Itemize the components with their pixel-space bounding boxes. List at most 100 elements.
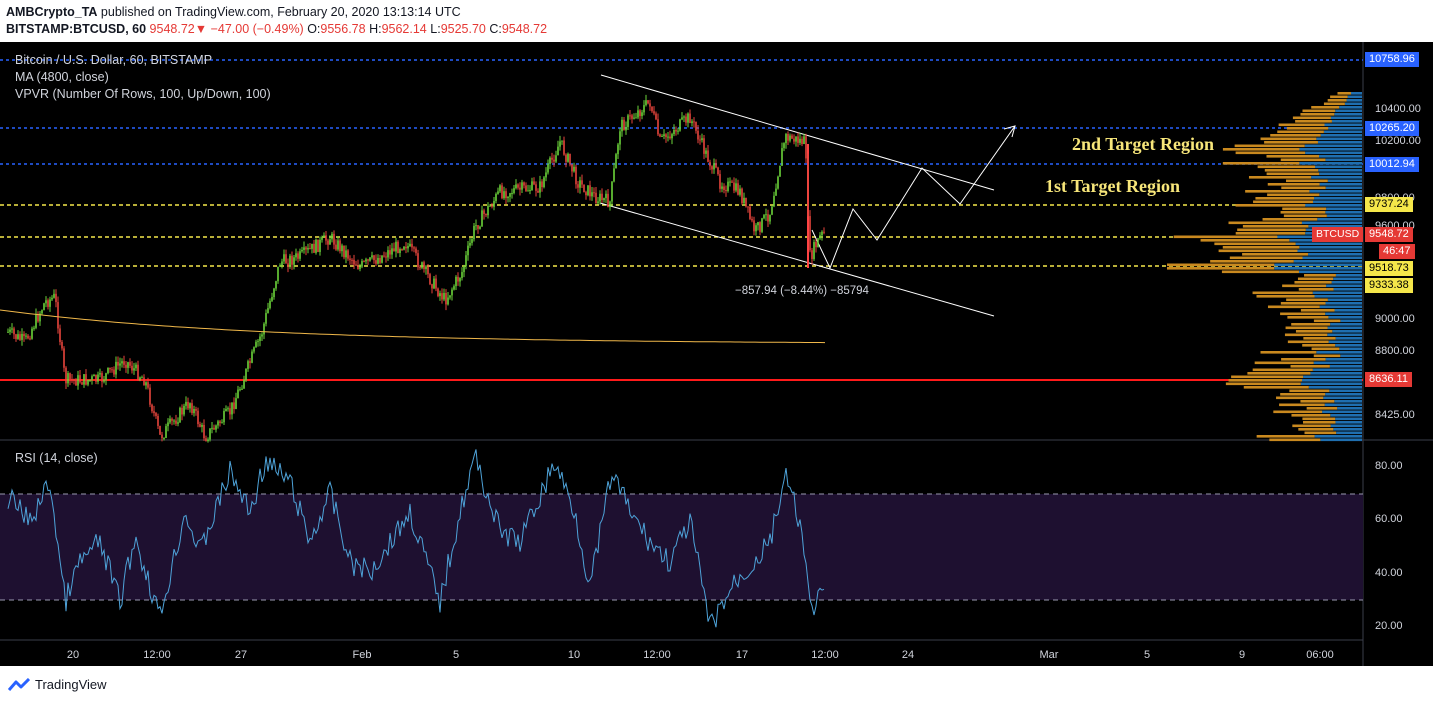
volume-bar-down: [1302, 417, 1336, 421]
candle-body: [675, 129, 677, 132]
candle-body: [623, 119, 625, 131]
price-label-10758: 10758.96: [1365, 52, 1419, 67]
volume-bar-down: [1264, 169, 1319, 172]
candle-body: [39, 313, 41, 322]
candle-body: [73, 379, 75, 381]
target-region-1-label[interactable]: 1st Target Region: [1045, 176, 1180, 196]
candle-body: [9, 329, 11, 332]
volume-bar-down: [1218, 249, 1298, 253]
time-tick: 12:00: [811, 649, 839, 661]
candle-body: [295, 253, 297, 258]
volume-bar-up: [1314, 295, 1362, 298]
volume-bar-down: [1286, 298, 1328, 302]
volume-bar-down: [1222, 246, 1300, 249]
candle-body: [591, 192, 593, 197]
chart-title[interactable]: Bitcoin / U.S. Dollar, 60, BITSTAMP: [15, 53, 213, 67]
candle-body: [305, 247, 307, 250]
last-price: 9548.72: [149, 22, 195, 36]
candle-body: [365, 259, 367, 262]
volume-bar-up: [1325, 393, 1362, 396]
candle-body: [265, 313, 267, 324]
volume-bar-up: [1339, 347, 1362, 351]
volume-bar-down: [1266, 155, 1320, 158]
candle-body: [105, 373, 107, 380]
volume-bar-up: [1274, 267, 1362, 270]
candle-body: [129, 362, 131, 366]
volume-bar-up: [1312, 291, 1362, 295]
candle-body: [151, 404, 153, 412]
candle-body: [793, 138, 795, 142]
volume-bar-up: [1330, 116, 1362, 120]
volume-bar-up: [1344, 102, 1362, 106]
candle-body: [677, 130, 679, 132]
candle-body: [25, 335, 27, 337]
volume-bar-down: [1291, 414, 1331, 417]
candle-body: [339, 240, 341, 252]
volume-bar-down: [1235, 232, 1306, 235]
volume-bar-up: [1334, 113, 1362, 116]
channel-upper-line[interactable]: [600, 74, 995, 191]
volume-bar-up: [1317, 141, 1362, 144]
price-tick: 10400.00: [1375, 103, 1421, 115]
projection-path[interactable]: [811, 125, 1016, 270]
publisher-name[interactable]: AMBCrypto_TA: [6, 5, 98, 19]
volume-bar-down: [1257, 165, 1316, 169]
volume-bar-up: [1323, 130, 1362, 134]
candle-body: [293, 257, 295, 265]
candle-body: [297, 253, 299, 259]
candle-body: [651, 106, 653, 112]
volume-bar-down: [1281, 358, 1326, 361]
candle-body: [395, 241, 397, 252]
candle-body: [529, 190, 531, 192]
candle-body: [593, 192, 595, 194]
volume-bar-down: [1303, 337, 1336, 340]
channel-lower-line[interactable]: [599, 202, 995, 317]
candle-body: [157, 415, 159, 426]
candle-body: [679, 119, 681, 131]
candle-body: [83, 374, 85, 385]
tradingview-brand-label: TradingView: [35, 677, 107, 692]
target-region-2-label[interactable]: 2nd Target Region: [1072, 134, 1215, 154]
volume-bar-down: [1304, 431, 1337, 435]
rsi-indicator-label[interactable]: RSI (14, close): [15, 451, 98, 465]
time-tick: 06:00: [1306, 649, 1334, 661]
candle-body: [227, 408, 229, 410]
candle-body: [647, 100, 649, 104]
candle-body: [137, 364, 139, 380]
volume-bar-up: [1347, 95, 1362, 99]
volume-bar-up: [1308, 386, 1362, 389]
candle-body: [531, 181, 533, 191]
volume-bar-up: [1335, 421, 1362, 424]
ma-indicator-label[interactable]: MA (4800, close): [15, 70, 109, 84]
candle-body: [789, 135, 791, 141]
price-tick: 8800.00: [1375, 345, 1415, 357]
volume-bar-up: [1308, 225, 1362, 228]
chart-canvas[interactable]: [0, 42, 1433, 666]
candle-body: [351, 259, 353, 261]
measure-label[interactable]: −857.94 (−8.44%) −85794: [735, 285, 869, 297]
symbol-name-label: BTCUSD: [1312, 227, 1364, 242]
volume-bar-up: [1299, 162, 1362, 165]
candle-body: [373, 255, 375, 261]
candle-body: [437, 288, 439, 297]
volume-bar-down: [1280, 302, 1326, 305]
candle-body: [209, 428, 211, 440]
time-tick: 10: [567, 649, 581, 661]
symbol-label: BITSTAMP:BTCUSD, 60: [6, 22, 147, 36]
candle-body: [89, 379, 91, 381]
candle-body: [649, 103, 651, 107]
candle-body: [547, 163, 549, 173]
volume-bar-down: [1235, 151, 1306, 155]
volume-bar-up: [1324, 123, 1362, 127]
tradingview-brand[interactable]: TradingView: [8, 677, 107, 692]
volume-bar-down: [1277, 130, 1324, 134]
candle-body: [683, 116, 685, 118]
candle-body: [719, 174, 721, 189]
candle-body: [261, 334, 263, 337]
volume-bar-down: [1281, 186, 1326, 190]
candle-body: [567, 153, 569, 162]
volume-bar-down: [1200, 239, 1290, 242]
candle-body: [63, 348, 65, 368]
high-value: 9562.14: [381, 22, 427, 36]
vpvr-indicator-label[interactable]: VPVR (Number Of Rows, 100, Up/Down, 100): [15, 87, 271, 101]
